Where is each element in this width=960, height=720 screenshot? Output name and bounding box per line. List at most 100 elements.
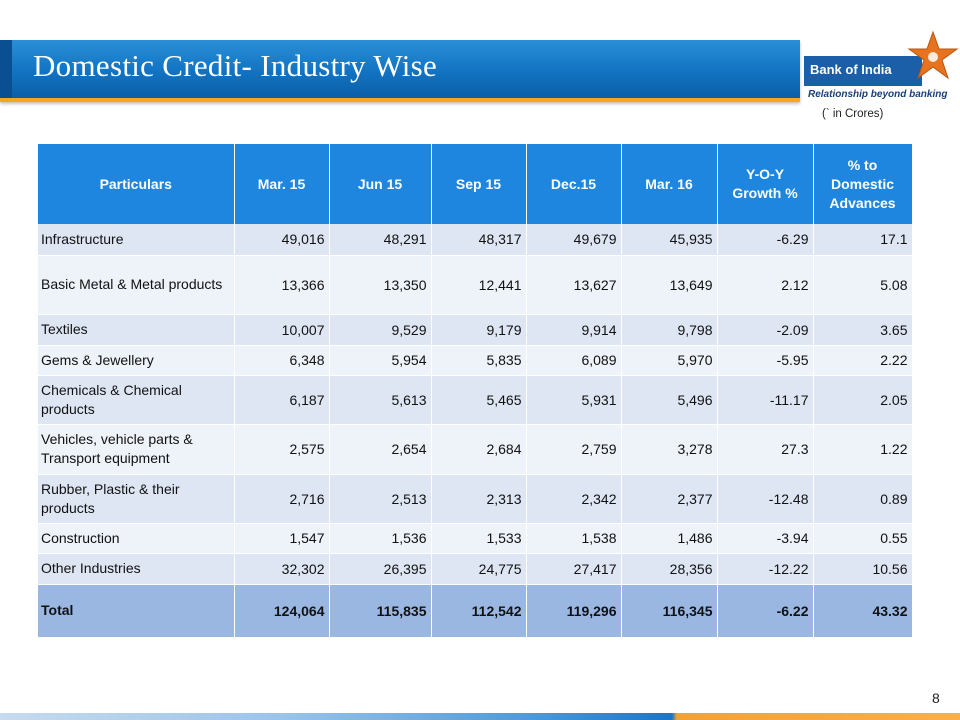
- slide-title: Domestic Credit- Industry Wise: [33, 48, 438, 83]
- table-cell: 1,486: [621, 523, 718, 554]
- logo-name: Bank of India: [810, 62, 892, 77]
- total-cell: -6.22: [717, 584, 814, 638]
- title-bar: Domestic Credit- Industry Wise: [0, 40, 800, 102]
- row-label: Vehicles, vehicle parts & Transport equi…: [38, 424, 235, 475]
- logo-box: [804, 56, 922, 86]
- table-cell: 5,613: [329, 375, 432, 425]
- logo-tagline: Relationship beyond banking: [808, 89, 948, 100]
- table-cell: 32,302: [234, 553, 330, 585]
- table-cell: 2,342: [526, 474, 622, 524]
- table-row: Construction 1,547 1,536 1,533 1,538 1,4…: [38, 523, 913, 554]
- table-cell: 1,536: [329, 523, 432, 554]
- table-cell: 5,465: [431, 375, 527, 425]
- table-cell: 2,759: [526, 424, 622, 475]
- table-cell: 9,529: [329, 314, 432, 346]
- table-cell: 3,278: [621, 424, 718, 475]
- table-cell: 24,775: [431, 553, 527, 585]
- column-header: Mar. 16: [621, 144, 718, 224]
- table-cell: 28,356: [621, 553, 718, 585]
- table-cell: 13,649: [621, 255, 718, 315]
- table-cell: 5,970: [621, 345, 718, 376]
- row-label: Rubber, Plastic & their products: [38, 474, 235, 524]
- table-cell: 2,684: [431, 424, 527, 475]
- table-cell: 5,954: [329, 345, 432, 376]
- table-row: Gems & Jewellery 6,348 5,954 5,835 6,089…: [38, 345, 913, 376]
- table-cell: 49,679: [526, 224, 622, 256]
- column-header: % to Domestic Advances: [813, 144, 913, 224]
- table-cell: 27,417: [526, 553, 622, 585]
- table-cell: -3.94: [717, 523, 814, 554]
- table-cell: 9,914: [526, 314, 622, 346]
- table-cell: 5,835: [431, 345, 527, 376]
- footer-bar: [0, 713, 960, 720]
- table-cell: 5,496: [621, 375, 718, 425]
- table-cell: 10,007: [234, 314, 330, 346]
- table-cell: -5.95: [717, 345, 814, 376]
- table-cell: 5,931: [526, 375, 622, 425]
- table-cell: 48,291: [329, 224, 432, 256]
- table-cell: 13,366: [234, 255, 330, 315]
- table-cell: -6.29: [717, 224, 814, 256]
- table-cell: 3.65: [813, 314, 913, 346]
- table-cell: -11.17: [717, 375, 814, 425]
- table-cell: 13,627: [526, 255, 622, 315]
- total-cell: 119,296: [526, 584, 622, 638]
- table-cell: 48,317: [431, 224, 527, 256]
- row-label: Other Industries: [38, 553, 235, 585]
- table-cell: 6,089: [526, 345, 622, 376]
- column-header: Y-O-Y Growth %: [717, 144, 814, 224]
- table-cell: 12,441: [431, 255, 527, 315]
- table-row: Other Industries 32,302 26,395 24,775 27…: [38, 553, 913, 585]
- table-cell: 2.12: [717, 255, 814, 315]
- table-row: Vehicles, vehicle parts & Transport equi…: [38, 424, 913, 475]
- bank-logo: Bank of India Relationship beyond bankin…: [804, 30, 959, 102]
- table-row: Textiles 10,007 9,529 9,179 9,914 9,798 …: [38, 314, 913, 346]
- table-cell: 13,350: [329, 255, 432, 315]
- table-row: Infrastructure 49,016 48,291 48,317 49,6…: [38, 224, 913, 256]
- table-cell: 0.55: [813, 523, 913, 554]
- column-header: Particulars: [38, 144, 235, 224]
- table-cell: 6,187: [234, 375, 330, 425]
- table-cell: 27.3: [717, 424, 814, 475]
- row-label: Infrastructure: [38, 224, 235, 256]
- total-cell: 43.32: [813, 584, 913, 638]
- row-label: Chemicals & Chemical products: [38, 375, 235, 425]
- total-cell: 112,542: [431, 584, 527, 638]
- table-cell: 1,547: [234, 523, 330, 554]
- row-label: Basic Metal & Metal products: [38, 255, 235, 315]
- unit-note: (` in Crores): [822, 108, 884, 120]
- table-cell: 2,313: [431, 474, 527, 524]
- industry-credit-table: Particulars Mar. 15 Jun 15 Sep 15 Dec.15…: [38, 144, 913, 638]
- column-header: Dec.15: [526, 144, 622, 224]
- table-cell: 1,533: [431, 523, 527, 554]
- title-bar-accent: [0, 40, 12, 98]
- table-cell: 2,513: [329, 474, 432, 524]
- table-row: Rubber, Plastic & their products 2,716 2…: [38, 474, 913, 524]
- table-cell: 2,575: [234, 424, 330, 475]
- total-cell: 115,835: [329, 584, 432, 638]
- table-cell: 5.08: [813, 255, 913, 315]
- total-row: Total 124,064 115,835 112,542 119,296 11…: [38, 584, 913, 638]
- total-label: Total: [38, 584, 235, 638]
- table-cell: 17.1: [813, 224, 913, 256]
- column-header: Sep 15: [431, 144, 527, 224]
- table-cell: 45,935: [621, 224, 718, 256]
- total-cell: 116,345: [621, 584, 718, 638]
- table-cell: 10.56: [813, 553, 913, 585]
- row-label: Construction: [38, 523, 235, 554]
- table-cell: 1,538: [526, 523, 622, 554]
- table-row: Basic Metal & Metal products 13,366 13,3…: [38, 255, 913, 315]
- row-label: Gems & Jewellery: [38, 345, 235, 376]
- column-header: Jun 15: [329, 144, 432, 224]
- table-row: Chemicals & Chemical products 6,187 5,61…: [38, 375, 913, 425]
- table-cell: 49,016: [234, 224, 330, 256]
- table-cell: 2.22: [813, 345, 913, 376]
- table-cell: 2,654: [329, 424, 432, 475]
- column-header: Mar. 15: [234, 144, 330, 224]
- table-cell: 0.89: [813, 474, 913, 524]
- table-cell: 2,716: [234, 474, 330, 524]
- table-cell: -12.22: [717, 553, 814, 585]
- table-cell: -12.48: [717, 474, 814, 524]
- page-number: 8: [932, 690, 940, 706]
- star-icon: [907, 30, 959, 80]
